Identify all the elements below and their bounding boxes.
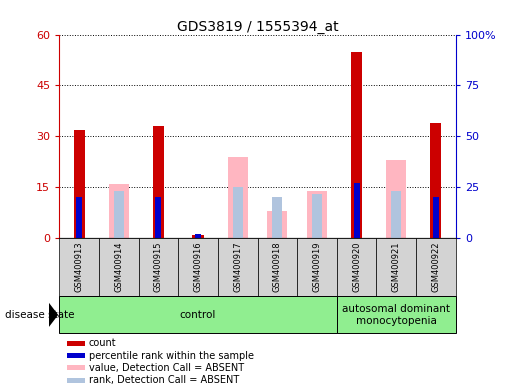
- Bar: [354, 183, 359, 238]
- Bar: [337, 238, 376, 296]
- Bar: [433, 197, 439, 238]
- Bar: [297, 238, 337, 296]
- Bar: [307, 190, 327, 238]
- Text: GSM400922: GSM400922: [432, 242, 440, 292]
- Bar: [386, 160, 406, 238]
- Bar: [153, 126, 164, 238]
- Bar: [376, 238, 416, 296]
- Bar: [178, 238, 218, 296]
- Bar: [267, 211, 287, 238]
- Bar: [67, 353, 85, 358]
- Text: GSM400920: GSM400920: [352, 242, 361, 292]
- Bar: [67, 365, 85, 370]
- Text: GSM400916: GSM400916: [194, 242, 202, 292]
- Text: disease state: disease state: [5, 310, 75, 320]
- Bar: [312, 194, 322, 238]
- Bar: [193, 235, 203, 238]
- Text: GSM400913: GSM400913: [75, 242, 83, 292]
- Bar: [258, 238, 297, 296]
- Bar: [109, 184, 129, 238]
- Bar: [195, 234, 201, 238]
- Text: GSM400921: GSM400921: [392, 242, 401, 292]
- Bar: [233, 187, 243, 238]
- Text: GSM400917: GSM400917: [233, 242, 242, 292]
- Bar: [76, 197, 82, 238]
- Bar: [74, 129, 84, 238]
- Bar: [59, 238, 99, 296]
- Text: GSM400915: GSM400915: [154, 242, 163, 292]
- Text: GSM400914: GSM400914: [114, 242, 123, 292]
- Text: value, Detection Call = ABSENT: value, Detection Call = ABSENT: [89, 362, 244, 372]
- Bar: [193, 235, 203, 238]
- Bar: [67, 341, 85, 346]
- Bar: [416, 238, 456, 296]
- Text: rank, Detection Call = ABSENT: rank, Detection Call = ABSENT: [89, 375, 239, 384]
- Text: percentile rank within the sample: percentile rank within the sample: [89, 351, 254, 361]
- Bar: [351, 51, 362, 238]
- Bar: [67, 377, 85, 382]
- Bar: [139, 238, 178, 296]
- Bar: [99, 238, 139, 296]
- Bar: [59, 296, 337, 333]
- Bar: [156, 197, 161, 238]
- Bar: [272, 197, 282, 238]
- Text: GSM400918: GSM400918: [273, 242, 282, 292]
- Text: count: count: [89, 338, 116, 348]
- Bar: [391, 190, 401, 238]
- Bar: [114, 190, 124, 238]
- Polygon shape: [49, 303, 58, 327]
- Bar: [228, 157, 248, 238]
- Text: control: control: [180, 310, 216, 320]
- Bar: [337, 296, 456, 333]
- Text: GSM400919: GSM400919: [313, 242, 321, 292]
- Bar: [218, 238, 258, 296]
- Bar: [431, 123, 441, 238]
- Text: autosomal dominant
monocytopenia: autosomal dominant monocytopenia: [342, 304, 450, 326]
- Title: GDS3819 / 1555394_at: GDS3819 / 1555394_at: [177, 20, 338, 33]
